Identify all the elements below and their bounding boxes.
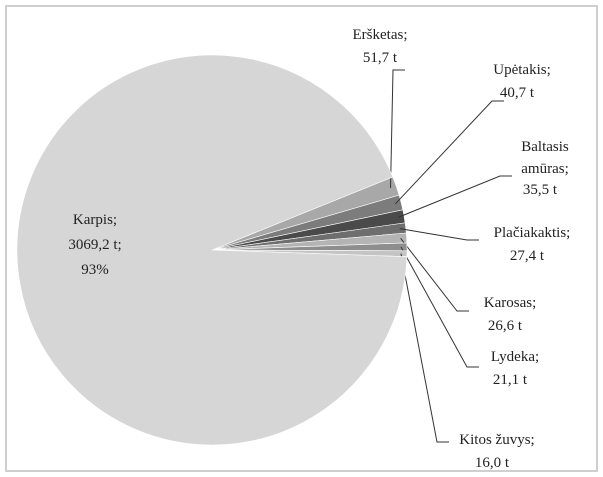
leader-line	[397, 175, 512, 218]
slice-category-label: Karosas;	[483, 295, 537, 311]
slice-value-label: 27,4 t	[509, 248, 545, 264]
percent-label: 93%	[81, 262, 109, 278]
slice-value-label: 51,7 t	[362, 50, 398, 66]
slice-value-label: 16,0 t	[474, 455, 510, 471]
slice-value-label: 26,6 t	[487, 318, 523, 334]
leader-line	[399, 228, 479, 241]
leader-line	[394, 100, 504, 205]
leader-line	[400, 238, 469, 312]
slice-category-label: Karpis;	[72, 212, 118, 228]
slice-value-label: 21,1 t	[492, 372, 528, 388]
slice-category-label: Plačiakaktis;	[493, 225, 571, 241]
slice-category-label: Lydeka;	[490, 349, 540, 365]
pie-slice	[16, 54, 408, 446]
leader-line	[400, 246, 479, 368]
leader-line	[390, 69, 405, 188]
slice-category-label: Kitos žuvys;	[459, 432, 535, 448]
slice-category-label: Upėtakis;	[493, 62, 551, 78]
slice-value-label: 40,7 t	[499, 85, 535, 101]
slice-category-label: Baltasis amūras;	[521, 139, 569, 177]
leader-line	[400, 253, 449, 443]
slice-value-label: 3069,2 t;	[68, 237, 122, 253]
slice-value-label: 35,5 t	[522, 182, 558, 198]
frame	[5, 5, 598, 472]
slice-category-label: Eršketas;	[352, 27, 408, 43]
